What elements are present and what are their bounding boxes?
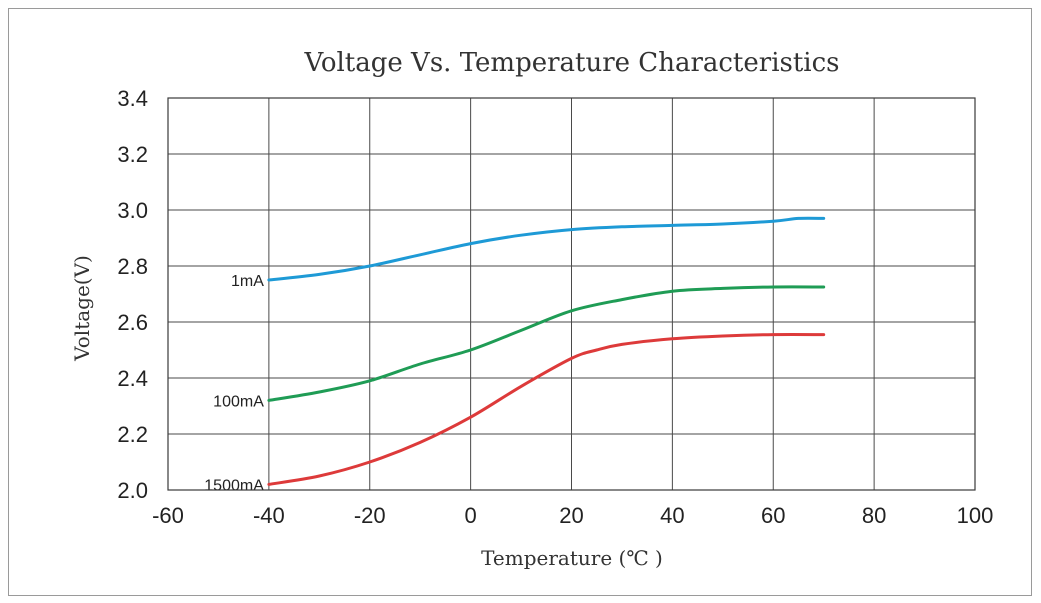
- plot-border: [167, 97, 976, 491]
- x-tick-label: 0: [465, 503, 477, 528]
- grid: [167, 97, 976, 491]
- chart-frame: [8, 8, 1032, 596]
- y-tick-label: 2.6: [117, 310, 148, 335]
- x-tick-label: -60: [152, 503, 184, 528]
- y-tick-label: 2.4: [117, 366, 148, 391]
- y-tick-label: 2.0: [117, 478, 148, 503]
- x-tick-label: 40: [660, 503, 684, 528]
- x-tick-label: 80: [862, 503, 886, 528]
- series-lines: [267, 216, 826, 486]
- y-tick-label: 3.2: [117, 142, 148, 167]
- tick-labels: -60 -40 -20 0 20 40 60 80 100 2.0 2.2 2.4 2.6 2.8 3.0 3…: [117, 86, 993, 528]
- series-line-1ma: [267, 216, 826, 282]
- series-line-100ma: [267, 285, 826, 402]
- chart-title: Voltage Vs. Temperature Characteristics: [303, 48, 839, 78]
- y-tick-label: 2.8: [117, 254, 148, 279]
- y-tick-label: 3.4: [117, 86, 148, 111]
- y-axis-label: Voltage(V): [70, 255, 94, 362]
- x-tick-label: -20: [354, 503, 386, 528]
- series-label-1ma: 1mA: [231, 273, 264, 290]
- y-tick-label: 2.2: [117, 422, 148, 447]
- series-label-1500ma: 1500mA: [204, 477, 264, 494]
- x-tick-label: 100: [957, 503, 994, 528]
- y-tick-label: 3.0: [117, 198, 148, 223]
- series-labels: 1mA 100mA 1500mA: [204, 273, 264, 494]
- x-axis-label: Temperature (℃ ): [481, 546, 663, 570]
- x-tick-label: -40: [253, 503, 285, 528]
- series-line-1500ma: [267, 333, 826, 486]
- series-label-100ma: 100mA: [213, 393, 264, 410]
- x-tick-label: 60: [761, 503, 785, 528]
- x-tick-label: 20: [559, 503, 583, 528]
